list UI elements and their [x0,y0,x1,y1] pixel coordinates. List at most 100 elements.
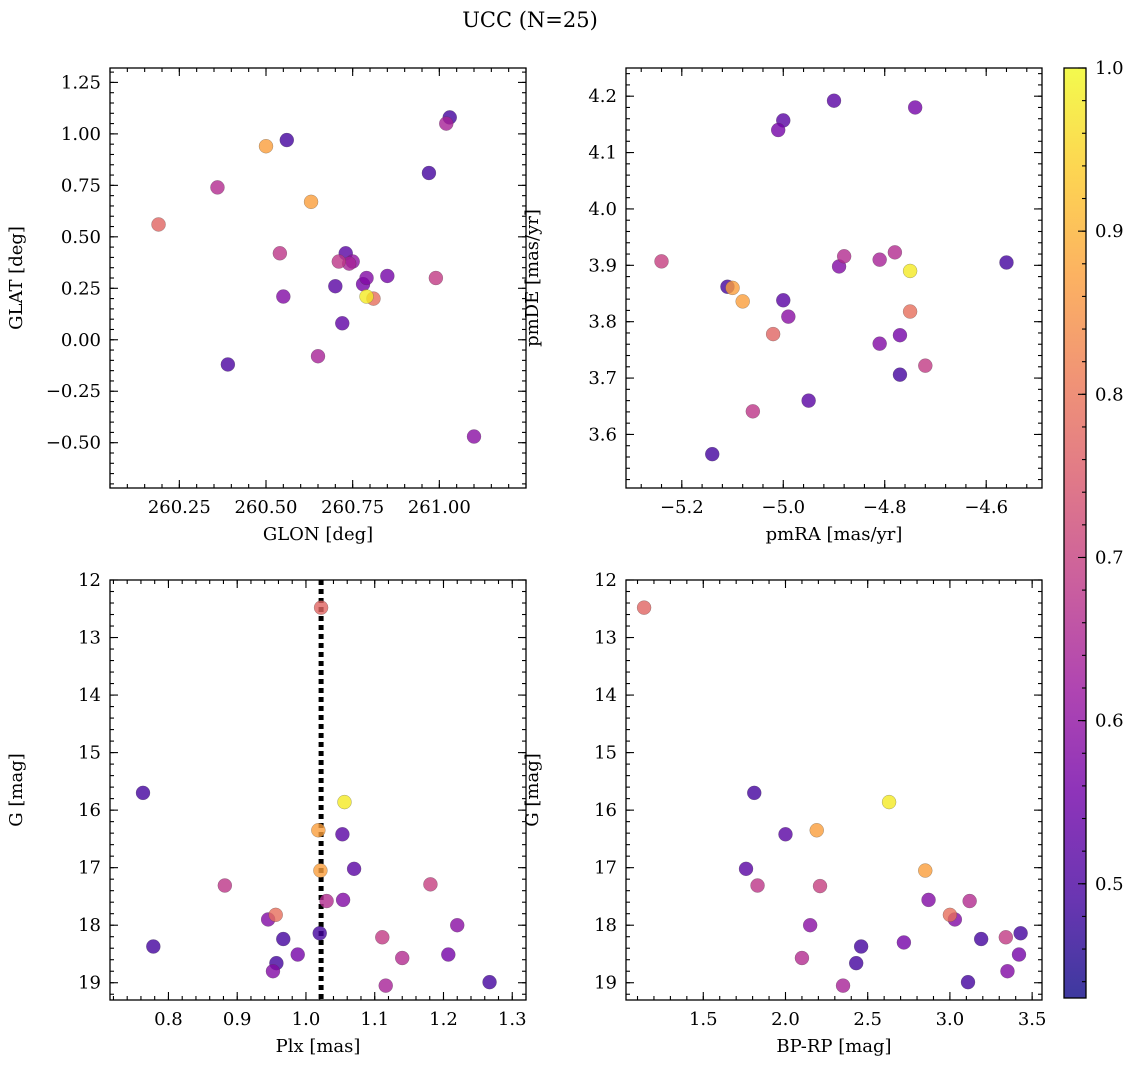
data-point [378,978,393,993]
plot-frame [625,579,1043,1001]
data-point [439,116,454,131]
data-point [1013,926,1028,941]
data-point [907,100,923,115]
panel-pmra-pmde: −5.2 −5.0 −4.8 −4.6 3.6 3.7 3.8 3.9 4.0 4.1 4.2 pmR… [522,67,1043,545]
data-point [328,279,343,294]
data-point [279,132,294,148]
y-tick-label: 0.25 [61,278,101,299]
plot-frame [109,67,527,489]
y-tick-label: 18 [78,915,101,936]
data-point [998,930,1014,945]
data-point [848,955,864,971]
data-point [276,289,291,304]
colorbar-tick-label: 0.9 [1095,221,1124,242]
data-point [272,246,288,261]
x-tick-label: 260.25 [148,497,211,518]
data-point [962,893,977,909]
x-tick-label: 0.8 [154,1009,183,1030]
y-tick-label: 19 [78,973,101,994]
colorbar-tick-label: 1.0 [1095,58,1124,79]
x-tick-label: 1.2 [429,1009,458,1030]
y-axis-label: pmDE [mas/yr] [522,209,543,347]
data-point [776,293,791,308]
data-point [335,316,350,331]
y-tick-label: 3.6 [588,424,617,445]
data-point [902,304,918,319]
data-point [450,918,465,933]
colorbar: 0.5 0.6 0.7 0.8 0.9 1.0 [1063,58,1124,999]
data-point [747,785,762,801]
x-tick-label: −4.8 [863,497,907,518]
y-tick-label: 17 [78,858,101,879]
data-point [750,878,765,893]
data-point [313,600,329,615]
y-tick-label: −0.25 [46,381,101,402]
data-point [836,249,852,264]
data-point [921,892,936,908]
data-point [312,926,327,941]
y-tick-label: 4.2 [588,86,617,107]
y-tick-label: −0.50 [46,433,101,454]
data-point [421,165,437,181]
data-point [1011,947,1027,962]
data-point [738,861,754,877]
x-tick-label: 3.0 [936,1009,965,1030]
data-point [151,217,166,232]
x-tick-label: 260.50 [235,497,298,518]
y-tick-label: 0.75 [61,175,101,196]
data-point [380,268,395,284]
panel-glon-glat: 260.25 260.50 260.75 261.00 −0.50 −0.25 0.00 0.… [6,67,527,545]
data-point [359,289,374,304]
y-tick-label: 4.0 [588,199,617,220]
data-point [705,446,720,462]
data-point [812,878,828,894]
colorbar-frame [1063,67,1087,999]
data-point [268,907,283,923]
data-point [654,254,669,269]
data-point [335,892,351,908]
data-point [809,823,824,838]
x-tick-label: −5.2 [660,497,704,518]
x-tick-label: −5.0 [761,497,805,518]
data-point [801,393,816,408]
x-tick-label: 1.5 [689,1009,718,1030]
data-point [346,861,362,877]
y-tick-label: 16 [78,800,101,821]
data-point [482,974,497,990]
data-point [337,794,352,810]
data-point [778,827,793,842]
y-axis-label: G [mag] [6,753,27,826]
y-tick-label: 1.25 [61,72,101,93]
y-tick-label: 18 [594,915,617,936]
data-point [423,877,438,892]
data-point [395,950,410,966]
y-axis-label: G [mag] [522,753,543,826]
data-point [881,794,897,810]
colorbar-tick-label: 0.7 [1095,547,1124,568]
data-point [826,93,842,108]
y-tick-label: 3.8 [588,312,617,333]
data-point [310,349,326,364]
x-tick-label: 2.0 [771,1009,800,1030]
data-point [217,878,233,893]
y-tick-label: 15 [78,743,101,764]
data-point [872,252,887,267]
x-tick-label: 2.5 [853,1009,882,1030]
data-point [999,255,1014,270]
x-tick-label: 3.5 [1018,1009,1047,1030]
data-point [1000,964,1015,979]
y-tick-label: 0.50 [61,227,101,248]
y-tick-label: 16 [594,800,617,821]
y-tick-label: 0.00 [61,330,101,351]
data-point [313,863,328,878]
plot-frame [625,67,1043,489]
data-point [902,263,918,279]
data-point [303,194,319,210]
data-point [892,367,908,382]
data-point [359,270,374,286]
y-tick-label: 13 [594,628,617,649]
x-axis-label: BP-RP [mag] [776,1036,891,1057]
colorbar-tick-label: 0.6 [1095,711,1124,732]
x-tick-label: 260.75 [321,497,384,518]
